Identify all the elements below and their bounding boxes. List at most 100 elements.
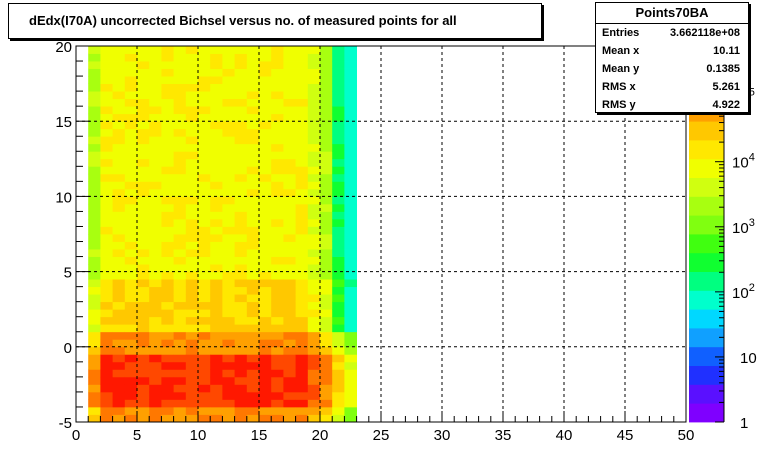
heatmap-cell bbox=[246, 211, 260, 220]
heatmap-cell bbox=[124, 188, 138, 197]
heatmap-cell bbox=[137, 203, 150, 212]
heatmap-cell bbox=[198, 354, 211, 363]
heatmap-cell bbox=[307, 121, 321, 130]
heatmap-cell bbox=[295, 143, 309, 152]
heatmap-cell bbox=[100, 316, 113, 325]
heatmap-cell bbox=[124, 376, 138, 385]
heatmap-cell bbox=[149, 346, 162, 355]
heatmap-cell bbox=[344, 369, 357, 378]
heatmap-cell bbox=[185, 128, 199, 137]
heatmap-cell bbox=[222, 354, 235, 363]
heatmap-cell bbox=[173, 218, 187, 227]
heatmap-cell bbox=[100, 249, 113, 257]
heatmap-cell bbox=[124, 391, 138, 400]
heatmap-cell bbox=[246, 271, 260, 280]
heatmap-cell bbox=[88, 121, 101, 130]
heatmap-cell bbox=[149, 173, 162, 182]
heatmap-cell bbox=[185, 188, 199, 197]
heatmap-cell bbox=[295, 128, 309, 137]
heatmap-cell bbox=[234, 83, 248, 92]
stats-value-entries: 3.662118e+08 bbox=[669, 27, 740, 39]
heatmap-cell bbox=[137, 414, 150, 423]
x-tick-label: 30 bbox=[434, 427, 451, 444]
heatmap-cell bbox=[124, 241, 138, 250]
heatmap-cell bbox=[173, 76, 187, 84]
stats-label-mean-y: Mean y bbox=[602, 63, 640, 75]
heatmap-cell bbox=[259, 399, 272, 408]
heatmap-cell bbox=[161, 158, 174, 167]
heatmap-cell bbox=[161, 173, 174, 182]
heatmap-cell bbox=[112, 61, 126, 69]
heatmap-cell bbox=[222, 406, 235, 415]
heatmap-cell bbox=[307, 173, 321, 182]
heatmap-cell bbox=[259, 286, 272, 295]
heatmap-cell bbox=[173, 106, 187, 115]
heatmap-cell bbox=[234, 151, 248, 160]
heatmap-cell bbox=[88, 106, 101, 115]
heatmap-cell bbox=[137, 406, 150, 415]
heatmap-cell bbox=[332, 181, 345, 190]
heatmap-cell bbox=[112, 128, 126, 137]
heatmap-cell bbox=[234, 361, 248, 370]
heatmap-cell bbox=[112, 106, 126, 115]
heatmap-cell bbox=[259, 61, 272, 69]
heatmap-cell bbox=[320, 279, 333, 288]
heatmap-cell bbox=[173, 158, 187, 167]
heatmap-cell bbox=[137, 136, 150, 145]
heatmap-cell bbox=[344, 83, 357, 92]
heatmap-cell bbox=[161, 121, 174, 130]
heatmap-cell bbox=[124, 181, 138, 190]
heatmap-cell bbox=[259, 249, 272, 257]
heatmap-cell bbox=[100, 158, 113, 167]
heatmap-cell bbox=[124, 384, 138, 393]
heatmap-cell bbox=[271, 151, 284, 160]
heatmap-cell bbox=[161, 339, 174, 348]
heatmap-cell bbox=[271, 309, 284, 318]
heatmap-cell bbox=[149, 61, 162, 69]
heatmap-cell bbox=[259, 271, 272, 280]
heatmap-cell bbox=[344, 354, 357, 363]
heatmap-cell bbox=[149, 181, 162, 190]
y-axis: -5 0 5 10 15 20 bbox=[55, 39, 90, 432]
heatmap-cell bbox=[137, 98, 150, 107]
heatmap-cell bbox=[234, 196, 248, 205]
heatmap-cell bbox=[246, 121, 260, 130]
heatmap-cell bbox=[124, 226, 138, 235]
heatmap-cell bbox=[173, 151, 187, 160]
heatmap-cell bbox=[246, 46, 260, 54]
heatmap-cell bbox=[88, 83, 101, 92]
heatmap-cell bbox=[246, 316, 260, 325]
heatmap-cell bbox=[283, 256, 296, 265]
heatmap-cell bbox=[295, 264, 309, 272]
heatmap-cell bbox=[259, 68, 272, 77]
heatmap-cell bbox=[271, 369, 284, 378]
heatmap-cell bbox=[344, 361, 357, 370]
heatmap-cell bbox=[124, 151, 138, 160]
heatmap-cell bbox=[161, 264, 174, 272]
heatmap-cell bbox=[112, 46, 126, 54]
heatmap-cell bbox=[124, 399, 138, 408]
heatmap-cell bbox=[161, 384, 174, 393]
heatmap-cell bbox=[222, 241, 235, 250]
heatmap-cell bbox=[222, 399, 235, 408]
heatmap-cell bbox=[137, 106, 150, 115]
heatmap-cell bbox=[198, 226, 211, 235]
heatmap-cell bbox=[100, 166, 113, 175]
heatmap-cell bbox=[271, 271, 284, 280]
heatmap-cell bbox=[332, 106, 345, 115]
heatmap-cell bbox=[210, 249, 223, 257]
heatmap-cell bbox=[259, 196, 272, 205]
heatmap-cell bbox=[88, 369, 101, 378]
heatmap-cell bbox=[222, 369, 235, 378]
heatmap-cell bbox=[185, 406, 199, 415]
heatmap-cell bbox=[198, 128, 211, 137]
heatmap-cell bbox=[283, 279, 296, 288]
heatmap-cell bbox=[259, 53, 272, 62]
heatmap-cell bbox=[137, 46, 150, 54]
heatmap-cell bbox=[100, 354, 113, 363]
heatmap-cell bbox=[198, 316, 211, 325]
heatmap-cell bbox=[88, 279, 101, 288]
heatmap-cell bbox=[271, 294, 284, 303]
heatmap-cell bbox=[234, 271, 248, 280]
heatmap-cell bbox=[124, 166, 138, 175]
